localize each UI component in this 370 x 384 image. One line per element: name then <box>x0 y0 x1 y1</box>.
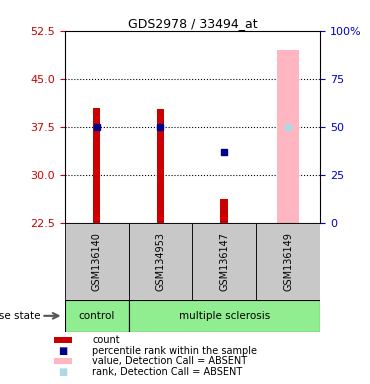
Bar <box>192 223 256 300</box>
Bar <box>256 223 320 300</box>
Text: GSM136149: GSM136149 <box>283 232 293 291</box>
Text: percentile rank within the sample: percentile rank within the sample <box>92 346 258 356</box>
Bar <box>221 199 228 223</box>
Text: rank, Detection Call = ABSENT: rank, Detection Call = ABSENT <box>92 367 243 377</box>
Text: control: control <box>78 311 115 321</box>
Text: GSM136140: GSM136140 <box>92 232 102 291</box>
Bar <box>65 223 129 300</box>
Text: disease state: disease state <box>0 311 40 321</box>
Text: value, Detection Call = ABSENT: value, Detection Call = ABSENT <box>92 356 248 366</box>
Text: ■: ■ <box>58 346 68 356</box>
Bar <box>65 300 129 332</box>
Text: multiple sclerosis: multiple sclerosis <box>179 311 270 321</box>
Text: GSM134953: GSM134953 <box>155 232 165 291</box>
Text: ■: ■ <box>58 367 68 377</box>
Text: GSM136147: GSM136147 <box>219 232 229 291</box>
Bar <box>129 223 192 300</box>
Bar <box>93 108 101 223</box>
Bar <box>277 50 299 223</box>
Text: count: count <box>92 335 120 345</box>
Bar <box>157 109 164 223</box>
Title: GDS2978 / 33494_at: GDS2978 / 33494_at <box>128 17 257 30</box>
Bar <box>129 300 320 332</box>
